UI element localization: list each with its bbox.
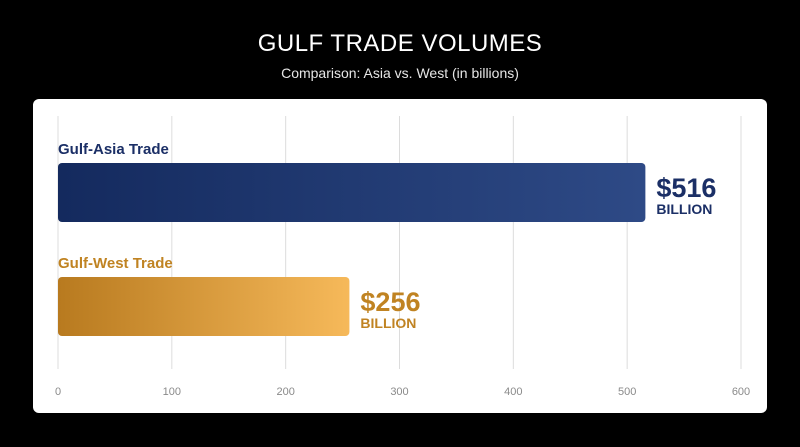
grid-lines xyxy=(57,116,742,369)
bar-label-west: Gulf-West Trade xyxy=(58,255,173,272)
bar-asia xyxy=(58,163,646,222)
value-unit-west: BILLION xyxy=(360,315,416,331)
bar-west xyxy=(58,277,350,336)
chart-title: GULF TRADE VOLUMES xyxy=(257,30,543,57)
x-tick-label: 300 xyxy=(390,386,408,398)
x-tick-label: 400 xyxy=(504,386,522,398)
x-tick-label: 0 xyxy=(55,386,61,398)
value-label-asia: $516 xyxy=(656,173,716,203)
value-unit-asia: BILLION xyxy=(656,201,712,217)
x-tick-label: 200 xyxy=(276,386,294,398)
x-axis-ticks: 0 100 200 300 400 500 600 xyxy=(55,386,750,398)
chart-subtitle: Comparison: Asia vs. West (in billions) xyxy=(281,65,519,81)
value-label-west: $256 xyxy=(360,287,420,317)
x-tick-label: 500 xyxy=(618,386,636,398)
x-tick-label: 100 xyxy=(163,386,181,398)
x-tick-label: 600 xyxy=(732,386,750,398)
chart-card: Gulf-Asia Trade $516 BILLION Gulf-West Trad… xyxy=(33,99,767,413)
bar-label-asia: Gulf-Asia Trade xyxy=(58,141,169,158)
